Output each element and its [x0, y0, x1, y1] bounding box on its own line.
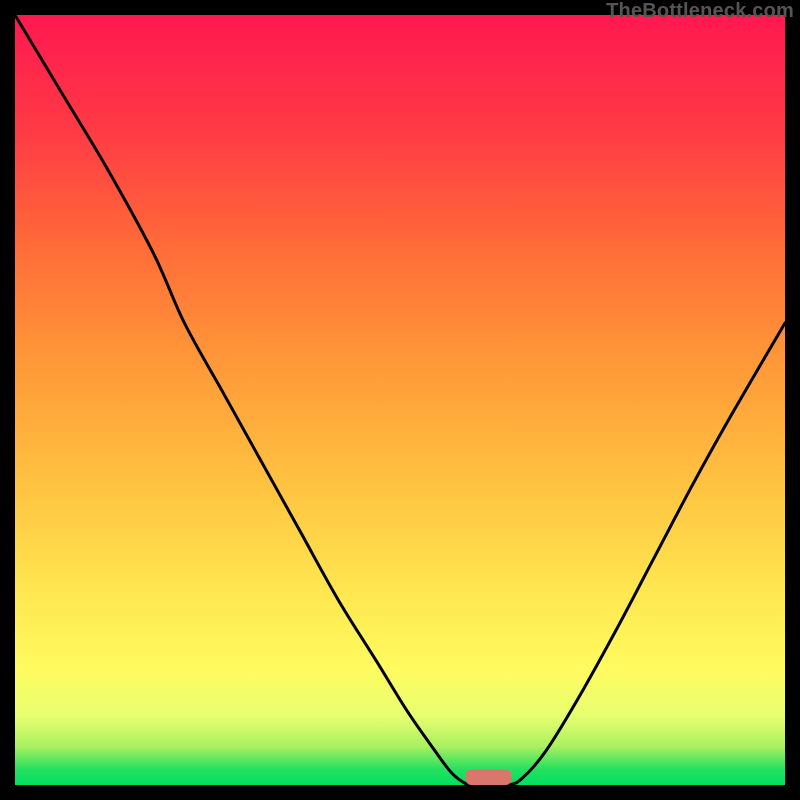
chart-svg [15, 15, 785, 785]
optimal-marker [465, 770, 511, 785]
chart-frame: TheBottleneck.com [0, 0, 800, 800]
gradient-background [15, 15, 785, 785]
plot-area [15, 15, 785, 785]
watermark-text: TheBottleneck.com [606, 0, 794, 23]
